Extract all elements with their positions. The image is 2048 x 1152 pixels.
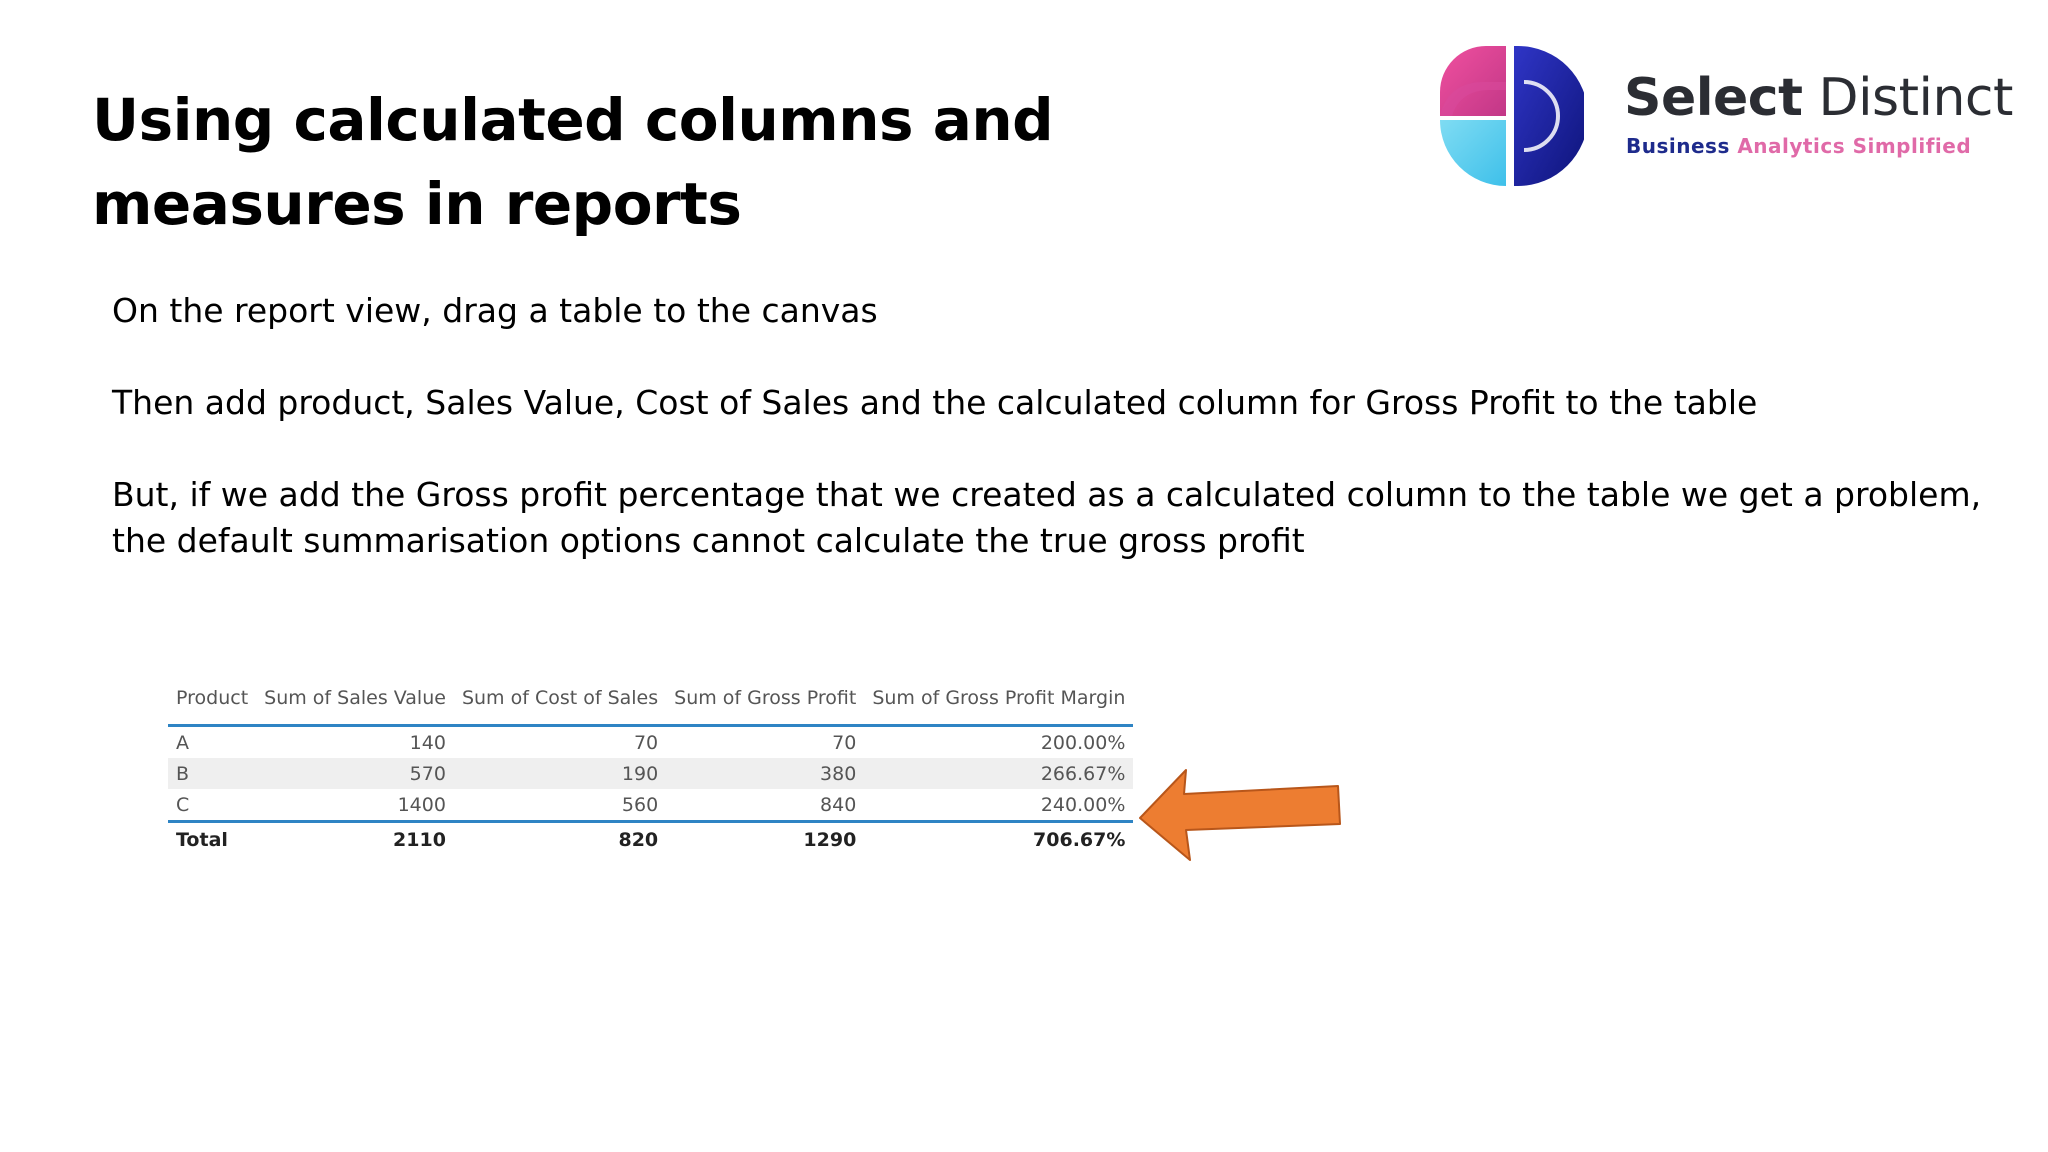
table-cell: 140 [409,731,446,754]
table-cell: 1400 [397,793,446,816]
total-gross-profit: 1290 [666,820,865,857]
paragraph-add-fields: Then add product, Sales Value, Cost of S… [112,383,1758,422]
total-gross-profit-margin: 706.67% [864,820,1134,857]
table-header-row: Product Sum of Sales Value Sum of Cost o… [168,676,1134,727]
column-header-product[interactable]: Product [168,676,257,727]
select-distinct-logo: Select Distinct Business Analytics Simpl… [1440,46,2020,196]
table-row: C 1400 560 840 240.00% [168,789,1133,822]
table-cell: 570 [256,758,454,789]
table-cell: A [176,731,189,754]
total-sales-value: 2110 [256,820,454,857]
table-cell: 240.00% [1040,793,1126,816]
arrow-shape [1139,769,1341,861]
logo-name-distinct: Distinct [1818,68,2014,128]
table-cell: 840 [820,793,857,816]
table-cell: 190 [453,758,667,789]
table-cell: C [176,793,190,816]
slide-title-line-1: Using calculated columns and [92,86,1054,154]
table-cell: B [168,758,257,789]
column-header-cost-of-sales[interactable]: Sum of Cost of Sales [453,676,667,727]
left-arrow-icon [1139,769,1341,861]
slide-body: On the report view, drag a table to the … [112,288,1992,610]
logo-tagline-business: Business [1626,134,1730,158]
slide-title: Using calculated columns and measures in… [92,78,1192,246]
table-cell: 200.00% [1040,731,1126,754]
column-header-gross-profit[interactable]: Sum of Gross Profit [666,676,865,727]
select-distinct-logo-mark [1440,46,1584,186]
column-header-sales-value[interactable]: Sum of Sales Value [256,676,454,727]
logo-name-select: Select [1624,68,1803,128]
paragraph-summarisation-problem: But, if we add the Gross profit percenta… [112,475,1982,560]
slide-title-line-2: measures in reports [92,170,742,238]
total-label: Total [168,820,257,857]
table-cell: 560 [621,793,659,816]
logo-tagline-analytics: Analytics Simplified [1737,134,1972,158]
column-header-gross-profit-margin[interactable]: Sum of Gross Profit Margin [864,676,1134,727]
paragraph-drag-table: On the report view, drag a table to the … [112,291,878,330]
table-row: A 140 70 70 200.00% [168,726,1133,759]
table-total-row: Total 2110 820 1290 706.67% [168,820,1134,857]
table-row: B 570 190 380 266.67% [168,758,1134,789]
logo-tagline: Business Analytics Simplified [1626,132,1971,160]
total-cost-of-sales: 820 [453,820,667,857]
report-table-visual[interactable]: Product Sum of Sales Value Sum of Cost o… [168,676,1134,857]
logo-wordmark: Select Distinct [1624,68,2013,128]
table-cell: 380 [666,758,865,789]
table-cell: 266.67% [864,758,1134,789]
table-cell: 70 [633,731,659,754]
table-cell: 70 [832,731,857,754]
